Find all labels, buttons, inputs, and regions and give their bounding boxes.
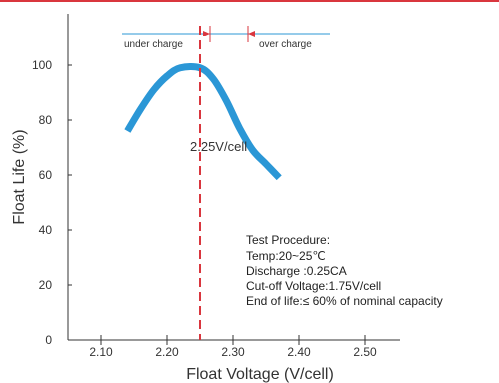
x-tick-label: 2.40 xyxy=(287,345,311,359)
y-tick-label: 20 xyxy=(39,278,53,292)
y-tick-label: 0 xyxy=(45,333,52,347)
y-ticks: 0 20 40 60 80 100 xyxy=(32,58,72,347)
x-tick-label: 2.30 xyxy=(221,345,245,359)
x-axis-title: Float Voltage (V/cell) xyxy=(186,366,334,383)
test-procedure-line: Discharge :0.25CA xyxy=(246,264,347,278)
test-procedure-line: Cut-off Voltage:1.75V/cell xyxy=(246,279,381,293)
under-charge-label: under charge xyxy=(124,39,183,50)
y-tick-label: 100 xyxy=(32,58,52,72)
right-arrow-icon xyxy=(248,31,255,37)
x-tick-label: 2.20 xyxy=(155,345,179,359)
x-tick-label: 2.50 xyxy=(353,345,377,359)
x-tick-label: 2.10 xyxy=(89,345,113,359)
over-charge-bg xyxy=(257,36,329,50)
under-charge-bg xyxy=(123,36,207,50)
over-charge-label: over charge xyxy=(259,39,312,50)
optimum-voltage-label: 2.25V/cell xyxy=(190,139,247,154)
x-ticks: 2.10 2.20 2.30 2.40 2.50 xyxy=(89,335,377,359)
y-axis-title: Float Life (%) xyxy=(11,129,28,224)
test-procedure-line: Test Procedure: xyxy=(246,233,330,247)
y-tick-label: 40 xyxy=(39,223,53,237)
left-arrow-icon xyxy=(203,31,210,37)
float-life-curve xyxy=(124,63,282,181)
y-tick-label: 60 xyxy=(39,168,53,182)
test-procedure-line: Temp:20~25℃ xyxy=(246,249,326,263)
test-procedure-line: End of life:≤ 60% of nominal capacity xyxy=(246,294,443,308)
test-procedure: Test Procedure: Temp:20~25℃ Discharge :0… xyxy=(246,233,443,308)
top-rule xyxy=(0,0,499,2)
y-tick-label: 80 xyxy=(39,113,53,127)
